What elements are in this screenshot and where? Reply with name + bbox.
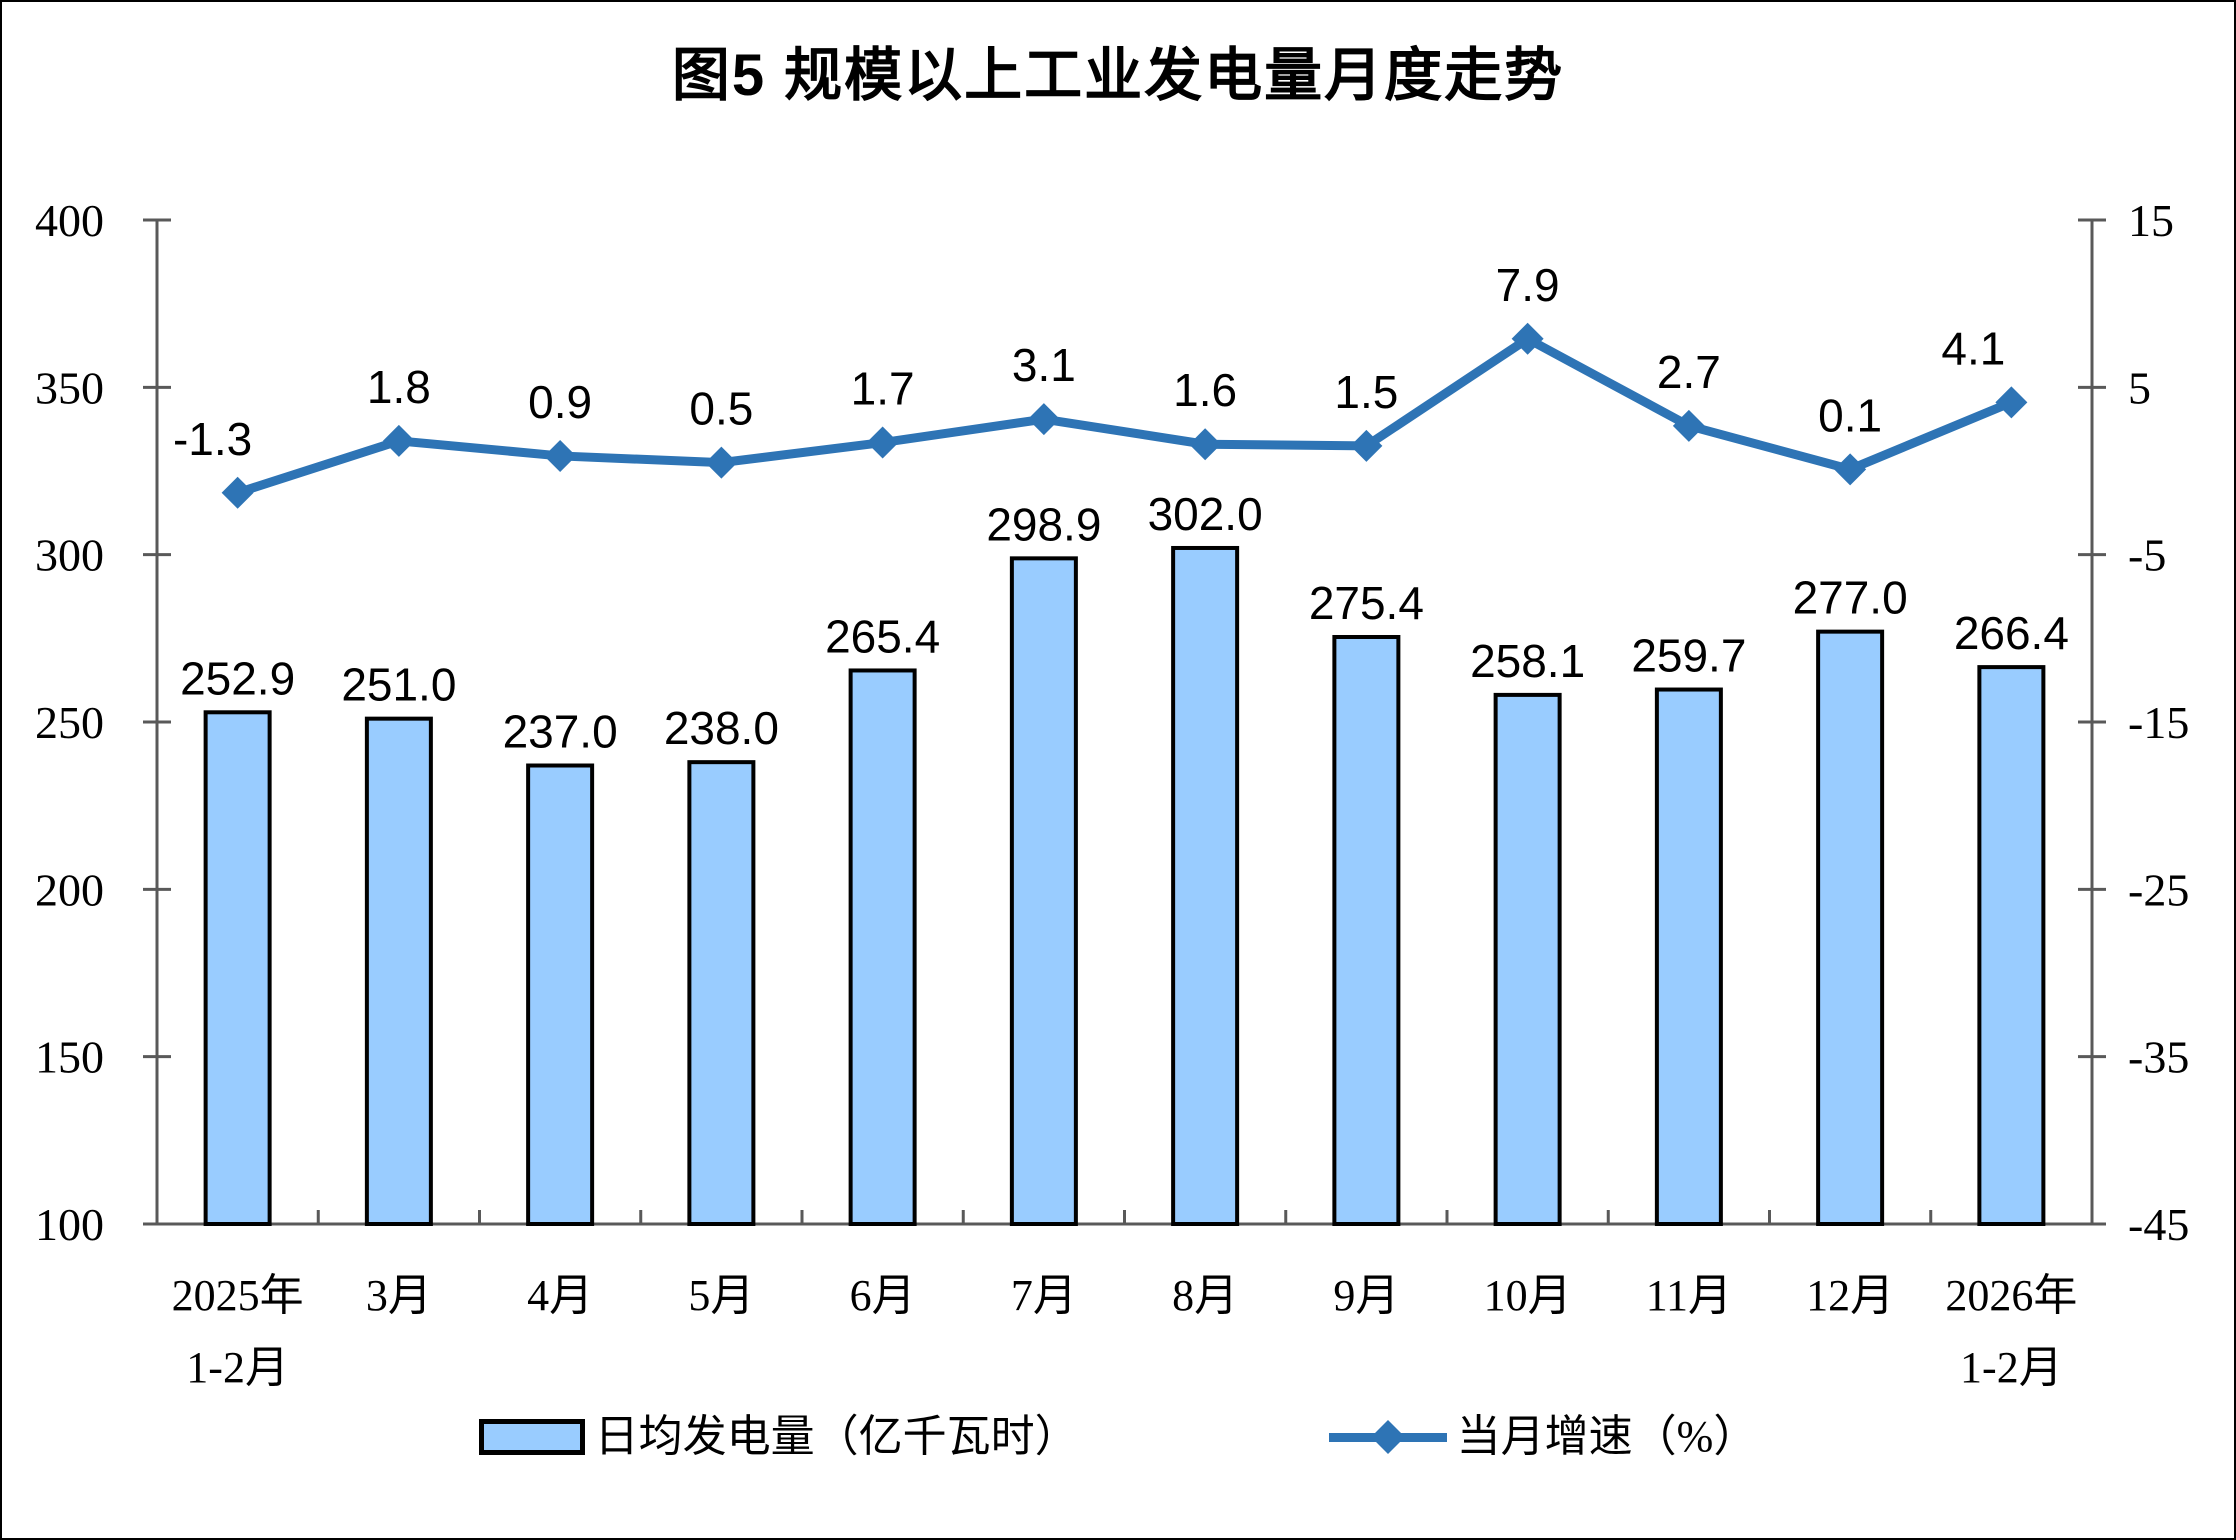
category-label-9: 11月 (1646, 1271, 1732, 1320)
category-label-3: 5月 (688, 1271, 754, 1320)
line-value-label-1: 1.8 (367, 361, 431, 413)
diamond-marker-icon (1370, 1420, 1405, 1454)
growth-line (236, 333, 2014, 498)
right-axis-tick-label: -15 (2128, 697, 2189, 748)
bar-5 (1009, 556, 1078, 1226)
bar-7 (1332, 634, 1401, 1226)
bar-6 (1171, 545, 1240, 1226)
left-axis-tick-label: 400 (35, 195, 104, 246)
bar-value-label-9: 259.7 (1631, 630, 1746, 682)
right-axis-tick-label: 15 (2128, 195, 2174, 246)
chart-title: 图5 规模以上工业发电量月度走势 (671, 43, 1565, 108)
bar-1 (364, 716, 433, 1226)
bar-4 (848, 668, 917, 1226)
line-marker-4 (866, 426, 899, 459)
bar-value-label-6: 302.0 (1148, 488, 1263, 540)
line-marker-11 (1995, 386, 2028, 419)
line-marker-6 (1189, 428, 1222, 461)
category-label-8: 10月 (1484, 1271, 1572, 1320)
line-marker-9 (1672, 409, 1705, 442)
bar-value-label-1: 251.0 (341, 659, 456, 711)
right-axis-tick-label: -5 (2128, 530, 2166, 581)
bar-value-label-11: 266.4 (1954, 607, 2069, 659)
right-axis-tick-label: 5 (2128, 362, 2151, 413)
line-series-swatch-icon (1328, 1420, 1447, 1454)
category-label-5: 7月 (1011, 1271, 1077, 1320)
bar-value-label-10: 277.0 (1793, 572, 1908, 624)
line-value-label-5: 3.1 (1012, 339, 1076, 391)
category-label-11: 2026年 1-2月 (1945, 1271, 2077, 1392)
bar-value-label-4: 265.4 (825, 610, 940, 662)
bar-2 (526, 763, 595, 1226)
line-marker-1 (382, 424, 415, 457)
bar-value-label-2: 237.0 (503, 706, 618, 758)
bar-value-label-8: 258.1 (1470, 635, 1585, 687)
line-value-label-9: 2.7 (1657, 346, 1721, 398)
left-axis-tick-label: 350 (35, 362, 104, 413)
category-label-1: 3月 (366, 1271, 432, 1320)
bar-value-label-5: 298.9 (986, 498, 1101, 550)
bar-11 (1977, 665, 2046, 1226)
line-marker-0 (221, 476, 254, 509)
legend-label-line-series: 当月增速（%） (1456, 1412, 1758, 1461)
category-label-7: 9月 (1333, 1271, 1399, 1320)
bar-value-label-7: 275.4 (1309, 577, 1424, 629)
line-marker-3 (705, 446, 738, 479)
line-value-label-4: 1.7 (851, 363, 915, 415)
left-axis-tick-label: 100 (35, 1199, 104, 1250)
left-axis-tick-label: 150 (35, 1032, 104, 1083)
right-axis-tick-label: -35 (2128, 1032, 2189, 1083)
bar-8 (1493, 692, 1562, 1226)
line-value-label-11: 4.1 (1941, 322, 2005, 374)
left-axis-tick-label: 300 (35, 530, 104, 581)
right-axis-tick-label: -45 (2128, 1199, 2189, 1250)
category-label-4: 6月 (850, 1271, 916, 1320)
line-marker-7 (1350, 429, 1383, 462)
legend-item-line-series: 当月增速（%） (1328, 1412, 1758, 1461)
line-value-label-10: 0.1 (1818, 389, 1882, 441)
line-marker-2 (544, 439, 577, 472)
line-value-label-3: 0.5 (689, 383, 753, 435)
category-label-2: 4月 (527, 1271, 593, 1320)
bar-9 (1654, 687, 1723, 1226)
line-marker-8 (1511, 322, 1544, 355)
category-label-10: 12月 (1806, 1271, 1894, 1320)
right-axis-tick-label: -25 (2128, 864, 2189, 915)
bar-3 (687, 760, 756, 1226)
line-value-label-8: 7.9 (1496, 259, 1560, 311)
legend: 日均发电量（亿千瓦时） 当月增速（%） (2, 1402, 2234, 1472)
bar-0 (203, 710, 272, 1226)
bar-10 (1816, 629, 1885, 1226)
left-axis-tick-label: 200 (35, 864, 104, 915)
bar-series-swatch-icon (478, 1419, 585, 1455)
line-value-label-7: 1.5 (1334, 366, 1398, 418)
bar-value-label-3: 238.0 (664, 702, 779, 754)
line-value-label-2: 0.9 (528, 376, 592, 428)
bar-value-label-0: 252.9 (180, 652, 295, 704)
line-marker-5 (1027, 403, 1060, 436)
category-label-6: 8月 (1172, 1271, 1238, 1320)
line-value-label-6: 1.6 (1173, 364, 1237, 416)
category-label-0: 2025年 1-2月 (172, 1271, 304, 1392)
legend-item-bar-series: 日均发电量（亿千瓦时） (478, 1412, 1079, 1461)
legend-label-bar-series: 日均发电量（亿千瓦时） (594, 1412, 1079, 1461)
left-axis-tick-label: 250 (35, 697, 104, 748)
line-marker-10 (1834, 453, 1867, 486)
line-value-label-0: -1.3 (173, 413, 252, 465)
